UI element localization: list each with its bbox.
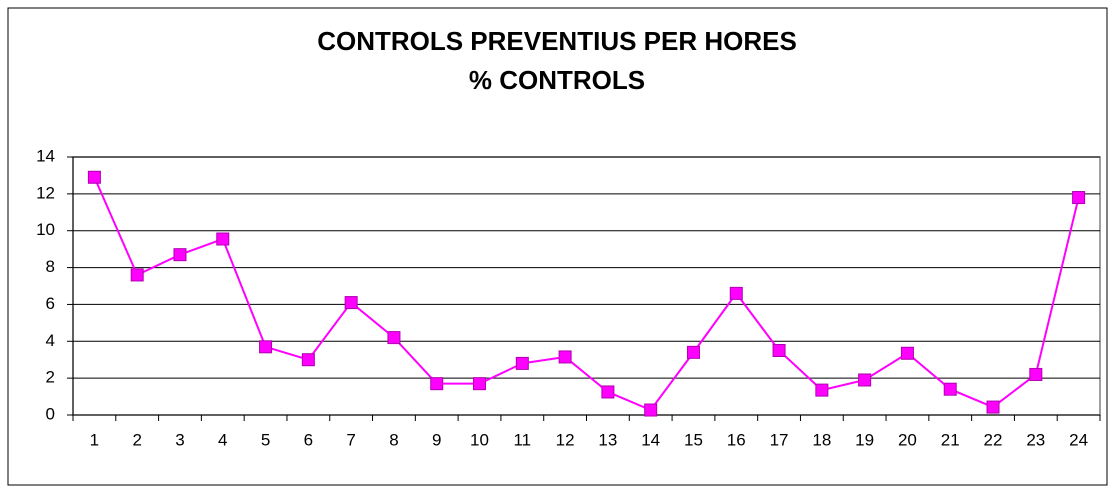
data-point — [259, 340, 273, 354]
data-point — [729, 286, 743, 300]
data-point — [558, 350, 572, 364]
x-tick-label: 8 — [389, 430, 398, 449]
x-tick-label: 7 — [346, 430, 355, 449]
x-tick-label: 5 — [261, 430, 270, 449]
x-tick-label: 12 — [556, 430, 575, 449]
y-tick-label: 10 — [36, 220, 55, 239]
data-point — [1072, 191, 1086, 205]
x-tick-label: 20 — [898, 430, 917, 449]
plot-area — [72, 156, 1101, 416]
data-line — [93, 176, 1080, 412]
x-tick-label: 11 — [513, 430, 531, 449]
x-tick-label: 13 — [598, 430, 617, 449]
data-point — [430, 377, 444, 391]
x-tick-label: 15 — [684, 430, 703, 449]
data-point — [301, 353, 315, 367]
x-tick-label: 22 — [984, 430, 1003, 449]
x-tick-label: 24 — [1069, 430, 1088, 449]
x-tick-label: 4 — [218, 430, 227, 449]
data-point — [943, 382, 957, 396]
data-point — [772, 344, 786, 357]
x-tick-label: 9 — [432, 430, 441, 449]
data-point — [858, 373, 872, 387]
data-point — [601, 385, 615, 399]
data-point — [900, 346, 914, 360]
data-point — [515, 356, 529, 370]
y-tick-label: 6 — [46, 294, 55, 313]
data-point — [130, 268, 144, 282]
x-tick-label: 21 — [941, 430, 960, 449]
data-point — [344, 296, 358, 310]
x-tick-label: 19 — [855, 430, 874, 449]
x-tick-label: 17 — [770, 430, 789, 449]
x-tick-label: 23 — [1026, 430, 1045, 449]
x-tick-label: 1 — [90, 430, 99, 449]
x-tick-label: 2 — [132, 430, 141, 449]
data-point — [473, 377, 487, 391]
data-point — [815, 383, 829, 397]
data-point — [387, 331, 401, 345]
data-point — [87, 170, 101, 184]
y-tick-label: 0 — [46, 404, 55, 423]
y-tick-label: 8 — [46, 257, 55, 276]
data-point — [644, 403, 658, 417]
x-tick-label: 3 — [175, 430, 184, 449]
y-tick-label: 4 — [46, 331, 55, 350]
chart-subtitle: % CONTROLS — [469, 65, 645, 95]
y-tick-label: 14 — [36, 146, 55, 165]
x-tick-label: 16 — [727, 430, 746, 449]
x-tick-label: 6 — [304, 430, 313, 449]
x-tick-label: 10 — [470, 430, 489, 449]
y-tick-label: 12 — [36, 183, 55, 202]
data-point — [986, 400, 1000, 414]
y-tick-label: 2 — [46, 368, 55, 387]
data-point — [1029, 367, 1043, 381]
chart-title: CONTROLS PREVENTIUS PER HORES — [317, 26, 797, 56]
x-tick-label: 14 — [641, 430, 660, 449]
data-point — [216, 232, 230, 246]
data-point — [686, 345, 700, 359]
x-tick-label: 18 — [812, 430, 831, 449]
data-point — [173, 248, 187, 262]
